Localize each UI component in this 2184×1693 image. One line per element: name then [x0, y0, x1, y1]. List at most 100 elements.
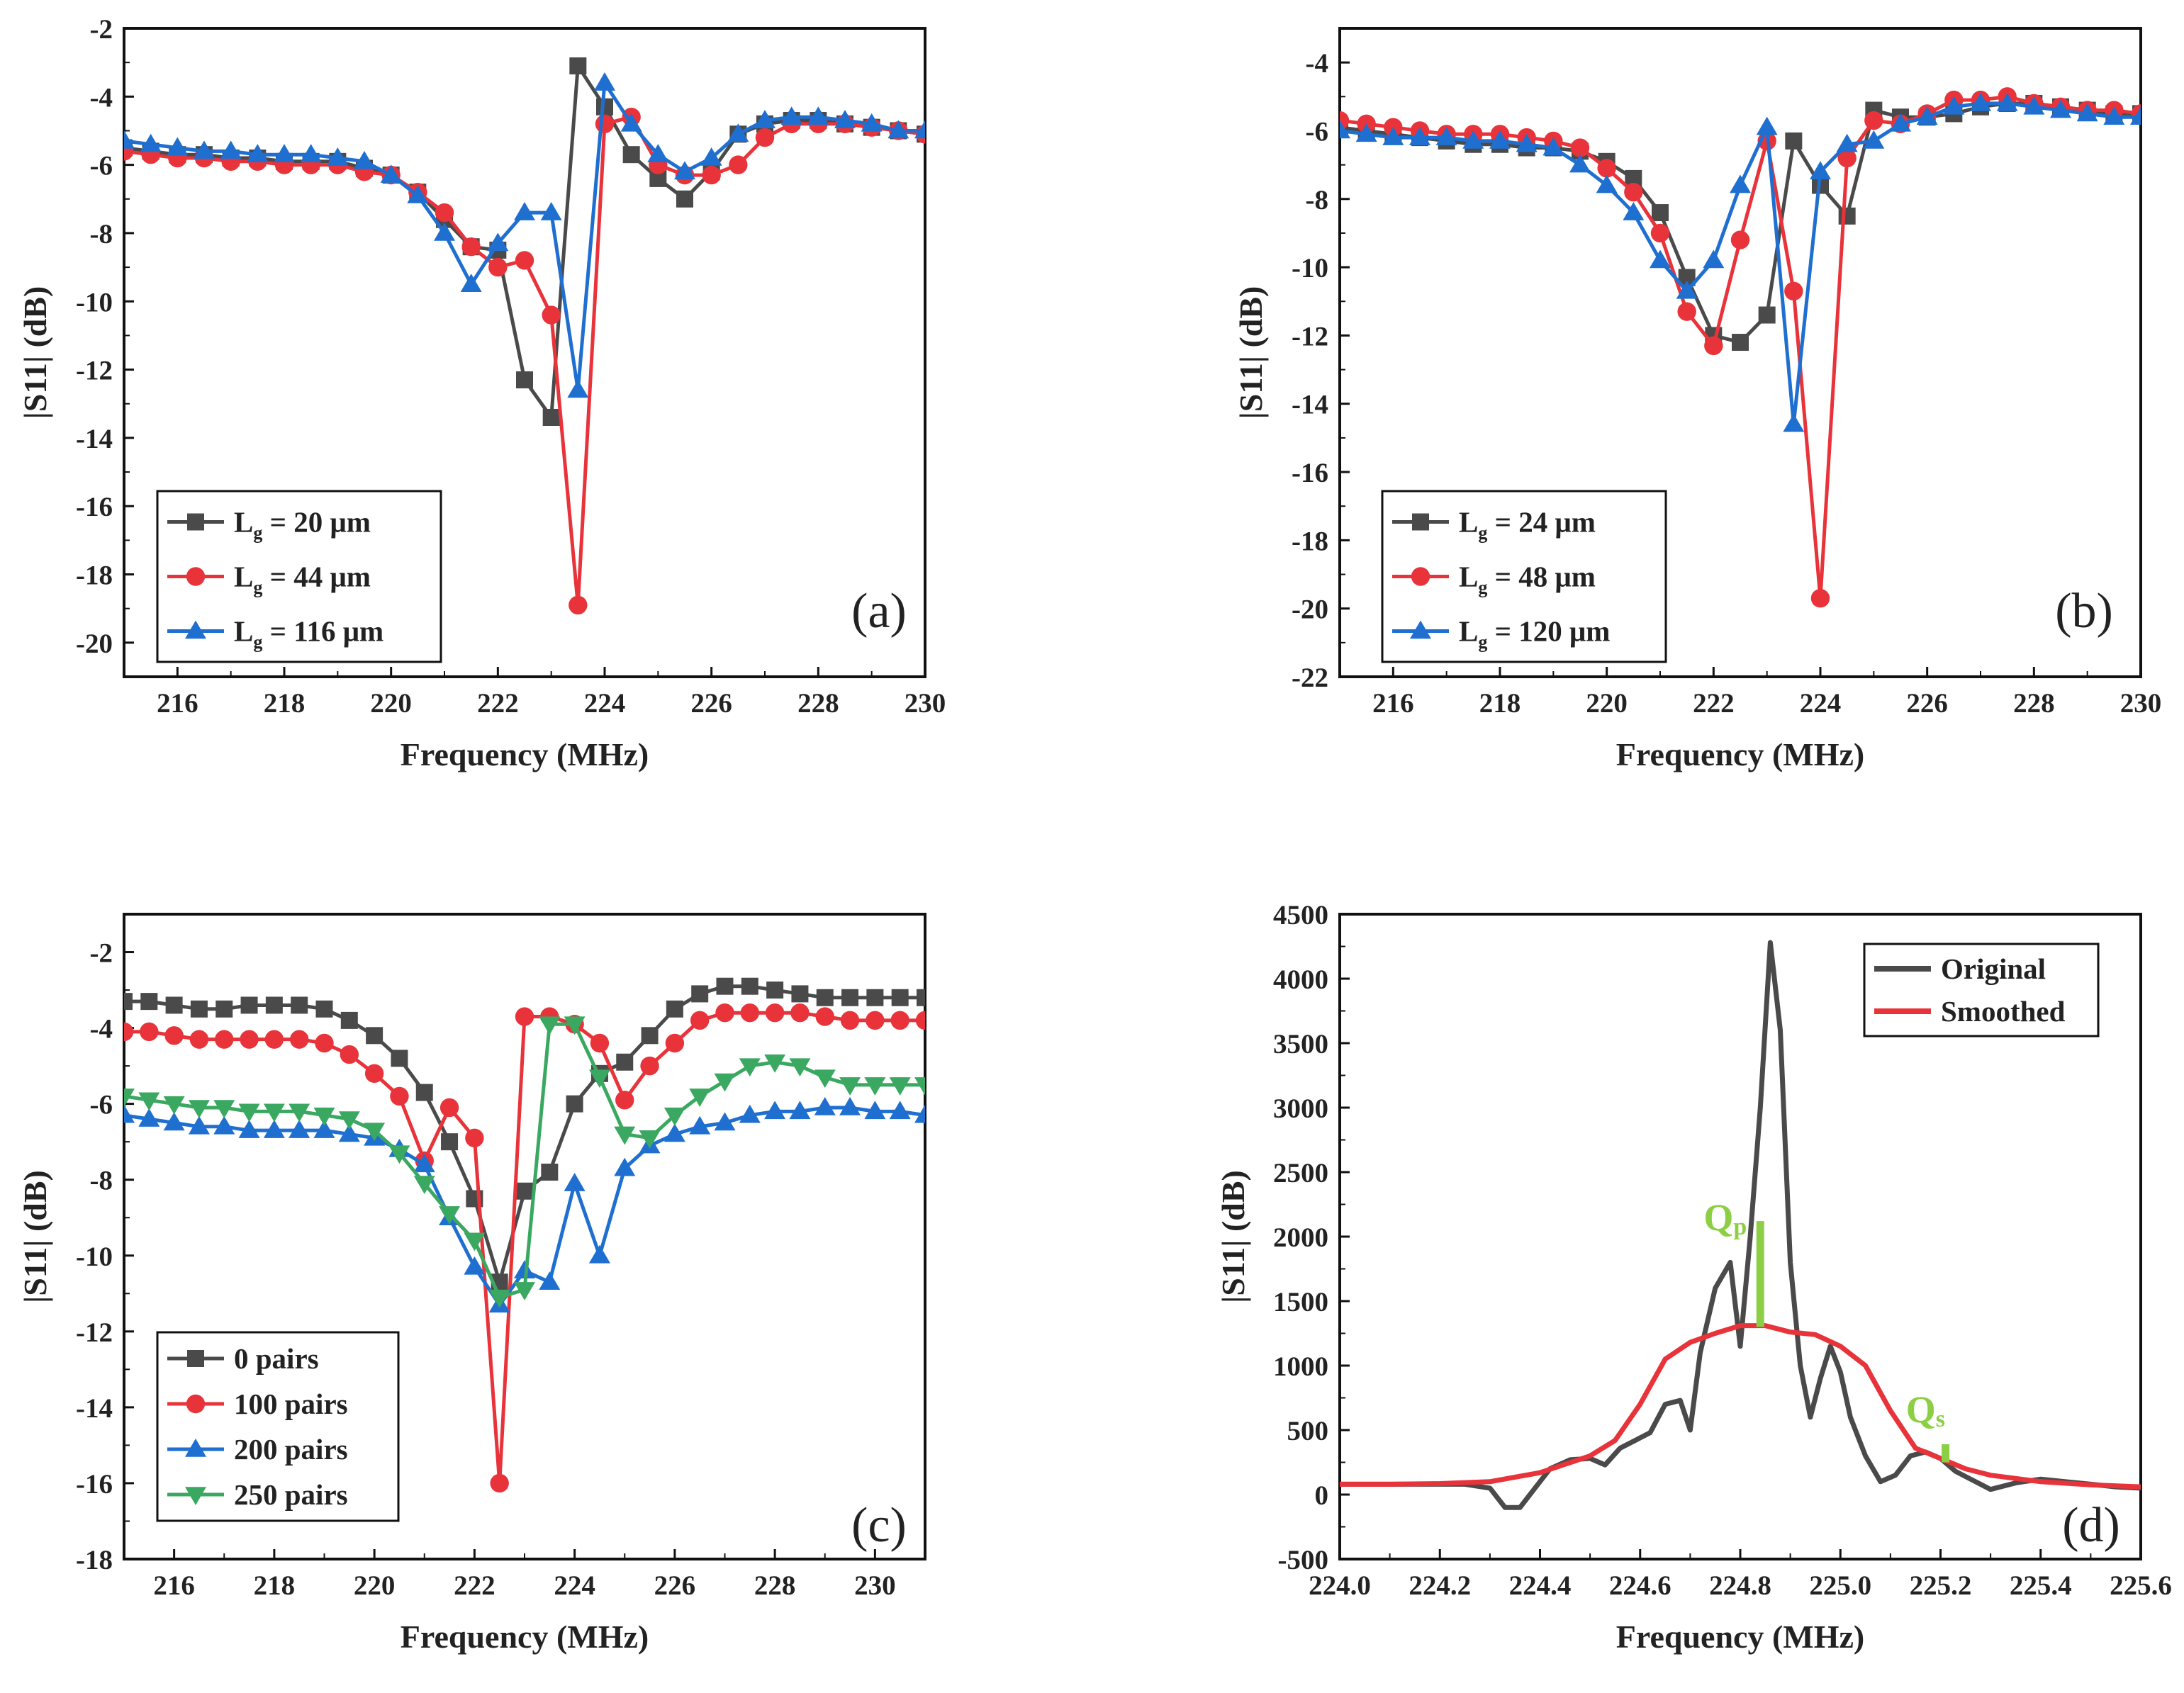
data-point [2023, 96, 2045, 115]
y-tick-label: -500 [1278, 1545, 1329, 1575]
data-point [313, 1107, 335, 1126]
data-point [1625, 169, 1642, 187]
data-point [338, 1123, 360, 1142]
data-point [839, 1077, 861, 1096]
data-point [615, 1091, 634, 1110]
data-point [315, 1000, 333, 1018]
legend-box [1863, 943, 2100, 1037]
data-point [666, 1000, 683, 1018]
data-point [1837, 148, 1857, 168]
data-area [1340, 87, 2141, 608]
y-tick-label: -6 [90, 1090, 113, 1120]
data-point [380, 164, 402, 183]
data-point [1489, 130, 1511, 149]
x-tick-label: 226 [690, 688, 732, 719]
data-point [240, 1030, 259, 1049]
y-tick-label: -12 [76, 356, 113, 386]
x-tick-label: 225.6 [2110, 1570, 2172, 1601]
data-point [1943, 96, 1965, 115]
data-point [1382, 127, 1404, 145]
data-point [639, 1130, 661, 1149]
x-tick-label: 218 [264, 688, 306, 719]
data-point [124, 1104, 135, 1123]
data-point [807, 106, 829, 125]
y-tick-label: -6 [90, 151, 113, 181]
data-point [124, 130, 135, 149]
data-point [840, 1011, 860, 1030]
data-point [1756, 116, 1778, 135]
data-point [866, 989, 884, 1006]
legend-label: Lg = 48 μm [1459, 561, 1596, 598]
data-point [238, 1103, 260, 1123]
legend-item: 100 pairs [167, 1388, 348, 1420]
data-point [213, 1115, 235, 1135]
data-area [124, 977, 925, 1493]
data-point [889, 1101, 911, 1120]
data-point [814, 1097, 836, 1115]
legend-label: Lg = 120 μm [1459, 615, 1610, 653]
x-tick-label: 224.2 [1409, 1570, 1471, 1601]
y-tick-label: -18 [76, 561, 113, 591]
data-point [215, 1030, 234, 1049]
data-point [588, 1244, 610, 1264]
data-point [539, 1271, 561, 1290]
data-point [790, 1003, 810, 1023]
x-tick-label: 230 [905, 688, 946, 719]
data-point [289, 1030, 309, 1049]
y-tick-label: 1000 [1273, 1351, 1328, 1382]
data-point [690, 1011, 710, 1030]
x-tick-label: 224.0 [1309, 1570, 1371, 1601]
data-point [300, 144, 322, 162]
data-point [1409, 127, 1430, 145]
y-tick-label: 4500 [1273, 900, 1328, 930]
data-point [340, 1045, 359, 1064]
data-point [1462, 130, 1484, 149]
data-point [338, 1111, 360, 1130]
x-tick-label: 224 [1800, 688, 1842, 719]
x-tick-label: 222 [477, 688, 519, 719]
legend-item: 0 pairs [167, 1342, 319, 1375]
x-tick-label: 228 [797, 688, 839, 719]
data-point [1435, 127, 1457, 145]
data-point [640, 1056, 659, 1076]
data-point [569, 595, 588, 615]
data-point [441, 1133, 459, 1151]
x-tick-label: 222 [1693, 688, 1735, 719]
legend-item: Lg = 48 μm [1392, 561, 1596, 598]
data-point [1730, 230, 1750, 249]
data-point [689, 1089, 711, 1107]
data-point [764, 1101, 786, 1120]
data-point [1996, 92, 2018, 111]
series-line-1 [1340, 1323, 2141, 1490]
data-point [755, 128, 775, 147]
data-point [274, 144, 295, 162]
data-point [1916, 106, 1938, 125]
data-point [816, 989, 834, 1006]
data-point [665, 1033, 685, 1053]
data-point [138, 1092, 160, 1111]
data-point [663, 1123, 685, 1142]
data-point [569, 57, 587, 74]
y-tick-label: -4 [90, 82, 113, 113]
data-point [595, 114, 615, 134]
data-point [663, 1107, 685, 1126]
data-point [514, 1260, 535, 1278]
data-point [614, 1157, 636, 1176]
data-point [124, 1022, 134, 1042]
data-point [814, 1069, 836, 1089]
data-point [238, 1120, 260, 1138]
y-tick-label: 1500 [1273, 1287, 1328, 1317]
data-point [647, 144, 669, 162]
data-point [390, 1086, 409, 1106]
y-tick-label: -12 [76, 1317, 113, 1348]
data-point [247, 144, 269, 162]
data-point [215, 1000, 233, 1018]
data-point [674, 161, 695, 180]
x-tick-label: 225.2 [1910, 1570, 1972, 1601]
legend-item: Lg = 24 μm [1392, 506, 1596, 544]
data-point [1838, 207, 1856, 225]
legend-swatch-marker [186, 567, 206, 586]
legend: Original Smoothed [1863, 943, 2100, 1037]
data-point [263, 1103, 285, 1123]
